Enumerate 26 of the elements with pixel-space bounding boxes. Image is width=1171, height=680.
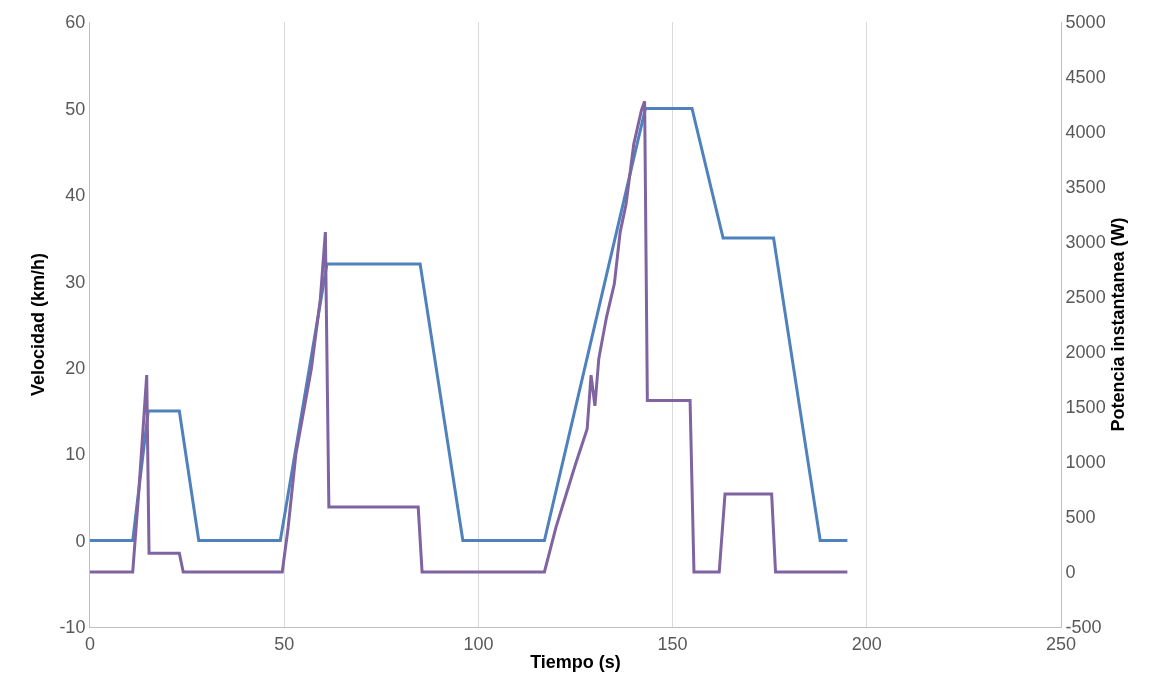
y2-tick-label: 500	[1065, 507, 1096, 528]
x-tick-label: 200	[851, 633, 882, 654]
y-tick-label: 20	[65, 358, 86, 379]
y2-tick-label: 3000	[1065, 232, 1106, 253]
y-axis-title: Velocidad (km/h)	[28, 252, 48, 397]
x-axis-title: Tiempo (s)	[530, 651, 621, 672]
y-tick-label: 50	[65, 98, 86, 119]
y2-tick-label: 0	[1065, 562, 1076, 583]
y2-tick-label: 2000	[1065, 342, 1106, 363]
y2-tick-label: 4000	[1065, 122, 1106, 143]
x-tick-label: 50	[274, 633, 295, 654]
y2-tick-label: 4500	[1065, 67, 1106, 88]
y-tick-label: 40	[65, 185, 86, 206]
y2-tick-label: 2500	[1065, 287, 1106, 308]
y2-tick-label: 5000	[1065, 12, 1106, 33]
y-tick-label: 10	[65, 444, 86, 465]
y2-axis-title: Potencia instantanea (W)	[1107, 217, 1128, 432]
y-tick-label: -10	[59, 617, 86, 638]
y-tick-label: 30	[65, 271, 86, 292]
y-tick-label: 0	[75, 530, 86, 551]
x-tick-label: 150	[657, 633, 688, 654]
y2-tick-label: 3500	[1065, 177, 1106, 198]
y-tick-label: 60	[65, 12, 86, 33]
y2-tick-label: 1000	[1065, 452, 1106, 473]
y2-tick-label: 1500	[1065, 397, 1106, 418]
x-tick-label: 100	[463, 633, 494, 654]
